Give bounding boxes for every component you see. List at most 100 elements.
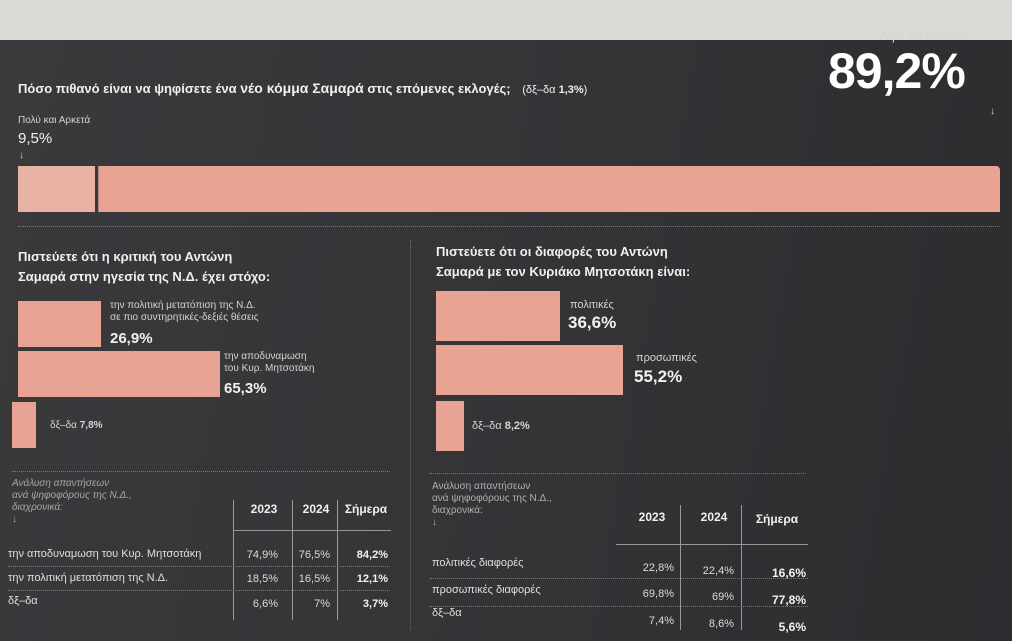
differences-row-2-2024: 69% (711, 591, 734, 603)
criticism-label-weaken-line2: του Κυρ. Μητσοτάκη (224, 363, 315, 374)
differences-label-personal: προσωπικές (636, 352, 697, 364)
criticism-table-header-line (233, 530, 391, 531)
criticism-bar-weaken (18, 351, 221, 397)
criticism-bar-dk (12, 402, 37, 448)
criticism-dk-value: 7,8% (79, 420, 103, 431)
criticism-caption-3: διαχρονικά: (12, 502, 63, 513)
criticism-table-vline-3 (337, 500, 338, 620)
top-dk-label: (δξ–δα (522, 84, 559, 96)
top-right-value: 89,2% (828, 43, 966, 99)
top-question-pre: Πόσο πιθανό είναι να ψηφίσετε ένα (18, 81, 241, 96)
criticism-row-sep-2 (8, 590, 390, 591)
criticism-label-shift-line2: σε πιο συντηρητικές-δεξιές θέσεις (110, 312, 259, 323)
top-bar-unlikely (98, 166, 1000, 212)
top-right-label: Λίγο και Καθόλου (880, 29, 973, 43)
criticism-row-3-2024: 7% (314, 598, 330, 610)
differences-row-3-label: δξ–δα (432, 607, 462, 619)
criticism-row-3-2023: 6,6% (252, 598, 278, 610)
differences-separator (430, 473, 806, 474)
top-bar-likely (18, 166, 96, 212)
criticism-col-today: Σήμερα (344, 502, 388, 516)
differences-bar-dk (436, 401, 464, 451)
criticism-caption-4: ↓ (12, 514, 17, 525)
criticism-col-2023: 2023 (250, 502, 278, 516)
criticism-table-vline-1 (233, 500, 234, 620)
criticism-row-3-today: 3,7% (362, 598, 388, 610)
criticism-question-line1: Πιστεύετε ότι η κριτική του Αντώνη (18, 249, 233, 264)
differences-dk-value: 8,2% (504, 420, 530, 432)
criticism-row-2-2024: 16,5% (298, 573, 330, 585)
differences-caption-4: ↓ (432, 517, 437, 528)
differences-row-1-label: πολιτικές διαφορές (432, 557, 524, 569)
differences-question-line2: Σαμαρά με τον Κυριάκο Μητσοτάκη είναι: (436, 264, 691, 279)
top-dk-value: 1,3% (558, 84, 584, 96)
top-question: Πόσο πιθανό είναι να ψηφίσετε ένα νέο κό… (18, 80, 587, 96)
differences-row-1-2024: 22,4% (702, 565, 734, 577)
criticism-row-2-2023: 18,5% (246, 573, 278, 585)
criticism-label-weaken: την αποδυναμωση του Κυρ. Μητσοτάκη (224, 351, 314, 375)
criticism-bar-shift (18, 301, 102, 347)
criticism-row-2-label: την πολιτική μετατόπιση της Ν.Δ. (8, 572, 169, 584)
differences-table-vline-1 (680, 505, 681, 630)
paper-margin (0, 0, 1012, 40)
differences-row-2-label: προσωπικές διαφορές (432, 584, 541, 596)
top-left-value: 9,5% (18, 130, 53, 147)
criticism-label-shift-line1: την πολιτική μετατόπιση της Ν.Δ. (110, 300, 256, 311)
criticism-caption-1: Ανάλυση απαντήσεων (12, 478, 110, 489)
top-dk-close: ) (583, 84, 588, 96)
top-left-arrow: ↓ (19, 150, 24, 161)
differences-value-political: 36,6% (568, 313, 617, 332)
criticism-value-shift: 26,9% (110, 330, 153, 347)
top-right-arrow: ↓ (990, 106, 995, 117)
differences-dk-label: δξ–δα (472, 420, 505, 432)
differences-row-3-today: 5,6% (778, 620, 806, 634)
differences-row-3-2024: 8,6% (708, 618, 734, 630)
differences-row-2-today: 77,8% (771, 593, 806, 607)
top-separator (18, 226, 1000, 227)
differences-caption-2: ανά ψηφοφόρους της Ν.Δ., (432, 493, 552, 504)
section-divider (410, 240, 411, 630)
differences-table-vline-2 (741, 505, 742, 630)
criticism-table-vline-2 (292, 500, 293, 620)
differences-label-political: πολιτικές (570, 299, 614, 311)
differences-table-caption: Ανάλυση απαντήσεων ανά ψηφοφόρους της Ν.… (432, 481, 552, 529)
criticism-col-2024: 2024 (302, 502, 330, 516)
differences-bar-personal (436, 345, 623, 395)
criticism-row-1-label: την αποδυναμωση του Κυρ. Μητσοτάκη (8, 548, 202, 560)
criticism-dk-label: δξ–δα (50, 420, 80, 431)
differences-question: Πιστεύετε ότι οι διαφορές του Αντώνη Σαμ… (436, 242, 690, 282)
criticism-label-weaken-line1: την αποδυναμωση (224, 351, 307, 362)
criticism-value-weaken: 65,3% (224, 380, 267, 397)
criticism-dk: δξ–δα 7,8% (50, 420, 103, 432)
differences-row-3-2023: 7,4% (648, 615, 674, 627)
differences-col-2023: 2023 (638, 510, 666, 524)
criticism-row-sep-1 (8, 566, 390, 567)
differences-col-today: Σήμερα (755, 512, 799, 526)
differences-caption-1: Ανάλυση απαντήσεων (432, 481, 531, 492)
differences-table-header-line (616, 544, 808, 545)
top-left-label: Πολύ και Αρκετά (18, 115, 91, 126)
criticism-row-2-today: 12,1% (356, 573, 388, 585)
top-dk: (δξ–δα 1,3%) (522, 84, 587, 96)
differences-row-1-today: 16,6% (771, 566, 806, 580)
criticism-label-shift: την πολιτική μετατόπιση της Ν.Δ. σε πιο … (110, 300, 259, 324)
differences-question-line1: Πιστεύετε ότι οι διαφορές του Αντώνη (436, 244, 668, 259)
differences-row-2-2023: 69,8% (642, 588, 674, 600)
differences-row-1-2023: 22,8% (642, 562, 674, 574)
differences-row-sep-2 (430, 606, 808, 607)
criticism-question: Πιστεύετε ότι η κριτική του Αντώνη Σαμαρ… (18, 247, 270, 287)
criticism-row-3-label: δξ–δα (8, 595, 38, 607)
criticism-row-1-2023: 74,9% (246, 549, 278, 561)
criticism-caption-2: ανά ψηφοφόρους της Ν.Δ., (12, 490, 132, 501)
criticism-question-line2: Σαμαρά στην ηγεσία της Ν.Δ. έχει στόχο: (18, 269, 271, 284)
differences-caption-3: διαχρονικά: (432, 505, 483, 516)
top-question-bold: νέο κόμμα Σαμαρά (240, 80, 364, 96)
differences-dk: δξ–δα 8,2% (472, 420, 530, 432)
differences-row-sep-1 (430, 578, 808, 579)
criticism-row-1-today: 84,2% (356, 549, 388, 561)
differences-value-personal: 55,2% (634, 367, 683, 386)
criticism-separator (12, 471, 390, 472)
differences-bar-political (436, 291, 560, 341)
differences-col-2024: 2024 (700, 510, 728, 524)
